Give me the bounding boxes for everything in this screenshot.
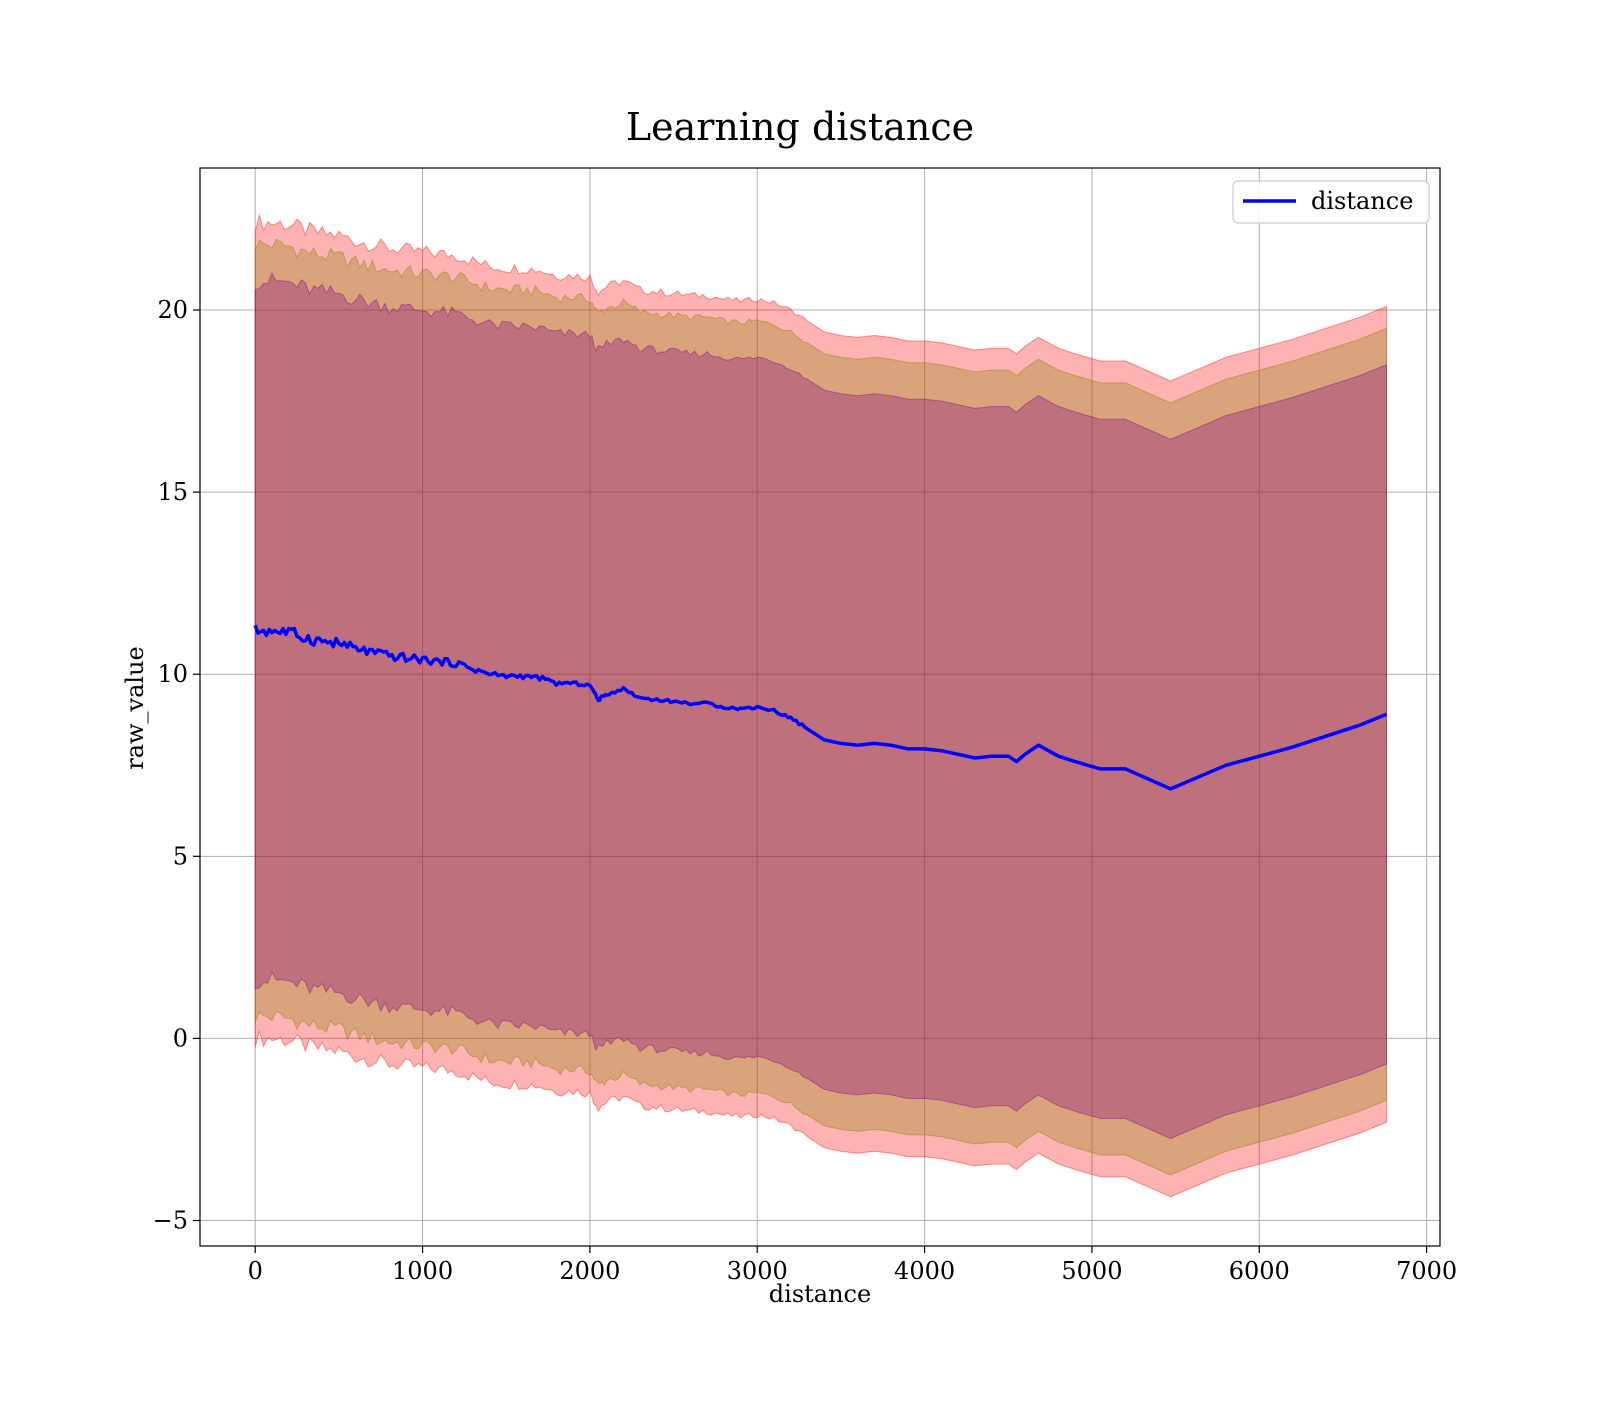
y-tick-label: 15 bbox=[157, 478, 188, 506]
plot-frame bbox=[199, 167, 1441, 1247]
y-axis-ticks: −5 0 5 10 15 20 bbox=[153, 296, 200, 1235]
y-tick-label: 20 bbox=[157, 296, 188, 324]
y-tick-label: −5 bbox=[153, 1207, 188, 1235]
confidence-band-1 bbox=[254, 213, 1387, 1198]
chart-title: Learning distance bbox=[626, 105, 974, 149]
y-tick-label: 5 bbox=[173, 842, 188, 870]
y-tick-label: 10 bbox=[157, 660, 188, 688]
x-tick-label: 1000 bbox=[392, 1257, 453, 1285]
x-tick-label: 7000 bbox=[1396, 1257, 1457, 1285]
legend-label-distance: distance bbox=[1311, 187, 1413, 215]
x-axis-ticks: 0 1000 2000 3000 4000 5000 6000 7000 bbox=[248, 1246, 1457, 1285]
x-axis-label: distance bbox=[769, 1280, 871, 1308]
x-tick-label: 3000 bbox=[727, 1257, 788, 1285]
grid bbox=[200, 168, 1440, 1246]
band-layer bbox=[254, 213, 1387, 1198]
legend-box bbox=[1232, 180, 1430, 224]
x-tick-label: 6000 bbox=[1229, 1257, 1290, 1285]
y-axis-label: raw_value bbox=[121, 646, 149, 770]
confidence-band-3 bbox=[254, 271, 1387, 1140]
x-tick-label: 5000 bbox=[1061, 1257, 1122, 1285]
series-layer bbox=[253, 624, 1388, 791]
legend: distance bbox=[1232, 180, 1430, 224]
series-line-distance bbox=[253, 624, 1388, 791]
y-tick-label: 0 bbox=[173, 1024, 188, 1052]
x-tick-label: 0 bbox=[248, 1257, 263, 1285]
confidence-band-2 bbox=[254, 238, 1387, 1176]
x-tick-label: 4000 bbox=[894, 1257, 955, 1285]
x-tick-label: 2000 bbox=[559, 1257, 620, 1285]
